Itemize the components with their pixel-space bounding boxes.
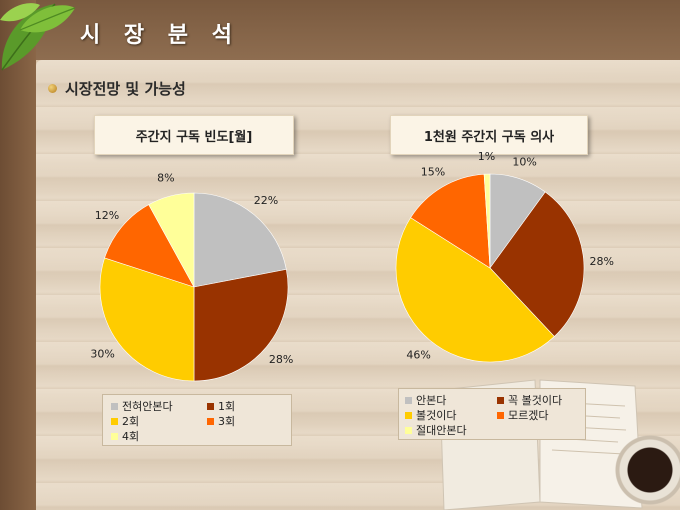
chart1-legend-item: 1회 (207, 398, 235, 414)
chart2-legend-item: 절대안본다 (405, 422, 467, 438)
chart2-legend-item: 볼것이다 (405, 407, 456, 423)
chart2-legend-item: 모르겠다 (497, 407, 548, 423)
bullet-icon (48, 84, 57, 93)
chart2-legend-label: 볼것이다 (416, 409, 457, 422)
chart2-legend-swatch (405, 426, 412, 434)
chart1-legend-swatch (207, 417, 214, 425)
chart2-legend-label: 절대안본다 (416, 424, 467, 437)
chart2-legend-swatch (497, 411, 504, 419)
chart1-legend-item: 3회 (207, 413, 235, 429)
chart1-legend-label: 3회 (218, 415, 236, 428)
chart1-legend: 전혀안본다 1회 2회 3회 4회 (102, 394, 292, 446)
coffee-cup-decoration (610, 430, 680, 510)
left-wood-strip (0, 0, 36, 510)
chart2-legend: 안본다 꼭 볼것이다 볼것이다 모르겠다 절대안본다 (398, 388, 586, 440)
subtitle: 시장전망 및 가능성 (65, 80, 186, 98)
chart2-legend-item: 안본다 (405, 392, 446, 408)
chart2-legend-swatch (497, 396, 504, 404)
chart1-legend-label: 2회 (122, 415, 140, 428)
chart1-legend-item: 2회 (111, 413, 139, 429)
chart2-title-box: 1천원 주간지 구독 의사 (390, 115, 588, 155)
chart1-legend-item: 4회 (111, 428, 139, 444)
chart2-legend-swatch (405, 396, 412, 404)
subtitle-row: 시장전망 및 가능성 (48, 78, 186, 99)
chart2-title: 1천원 주간지 구독 의사 (423, 129, 555, 145)
page-title: 시 장 분 석 (80, 23, 240, 48)
chart1-legend-swatch (111, 402, 118, 410)
chart2-legend-label: 모르겠다 (508, 409, 549, 422)
chart1-legend-item: 전혀안본다 (111, 398, 173, 414)
chart1-title: 주간지 구독 빈도[월] (135, 129, 253, 145)
chart1-legend-swatch (207, 402, 214, 410)
chart1-legend-label: 1회 (218, 400, 236, 413)
leaf-decoration-icon (0, 3, 76, 71)
chart2-legend-label: 꼭 볼것이다 (508, 394, 563, 407)
chart2-legend-item: 꼭 볼것이다 (497, 392, 562, 408)
chart1-legend-swatch (111, 417, 118, 425)
chart2-legend-swatch (405, 411, 412, 419)
title-bar (36, 0, 680, 60)
chart1-legend-label: 전혀안본다 (122, 400, 173, 413)
chart1-title-box: 주간지 구독 빈도[월] (94, 115, 294, 155)
chart2-legend-label: 안본다 (416, 394, 447, 407)
chart1-legend-swatch (111, 432, 118, 440)
chart1-legend-label: 4회 (122, 430, 140, 443)
